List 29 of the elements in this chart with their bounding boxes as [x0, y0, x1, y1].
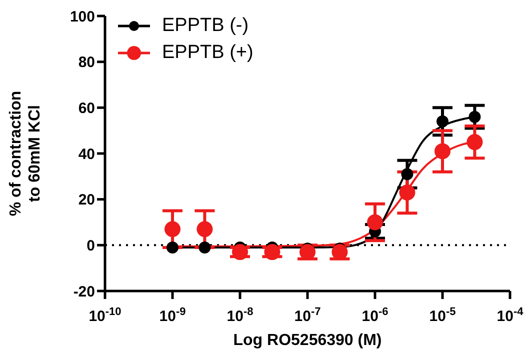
x-tick-label: 10$^{-8}$ [226, 306, 254, 325]
x-tick-label: 10$^{-9}$ [159, 306, 186, 325]
x-tick-label: 10$^{-10}$ [88, 306, 122, 325]
point [468, 110, 481, 123]
point [164, 221, 180, 238]
point [434, 143, 450, 160]
x-axis-title: Log RO5256390 (M) [233, 332, 382, 349]
y-tick-label: 60 [78, 100, 95, 117]
y-tick-label: 100 [70, 8, 95, 26]
x-tick-label: 10$^{-5}$ [429, 306, 456, 325]
point [399, 184, 416, 200]
x-tick-label: 10$^{-4}$ [496, 306, 524, 325]
point [198, 241, 211, 254]
point [166, 241, 178, 254]
x-tick-label: 10$^{-6}$ [362, 306, 388, 325]
y-tick-label: 20 [78, 192, 95, 209]
legend-label: EPPTB (-) [162, 14, 249, 36]
point [436, 115, 448, 128]
point [196, 221, 213, 238]
y-tick-label: 80 [78, 54, 95, 72]
point [401, 168, 414, 180]
y-tick-label: -20 [73, 283, 95, 300]
y-tick-label: 40 [78, 146, 95, 163]
x-tick-label: 10$^{-7}$ [294, 306, 321, 325]
point [466, 134, 483, 150]
y-axis-title: % of contraction to 60mM KCl [8, 90, 44, 216]
y-tick-label: 0 [86, 237, 95, 254]
point [367, 214, 383, 230]
legend-label: EPPTB (+) [162, 42, 254, 64]
